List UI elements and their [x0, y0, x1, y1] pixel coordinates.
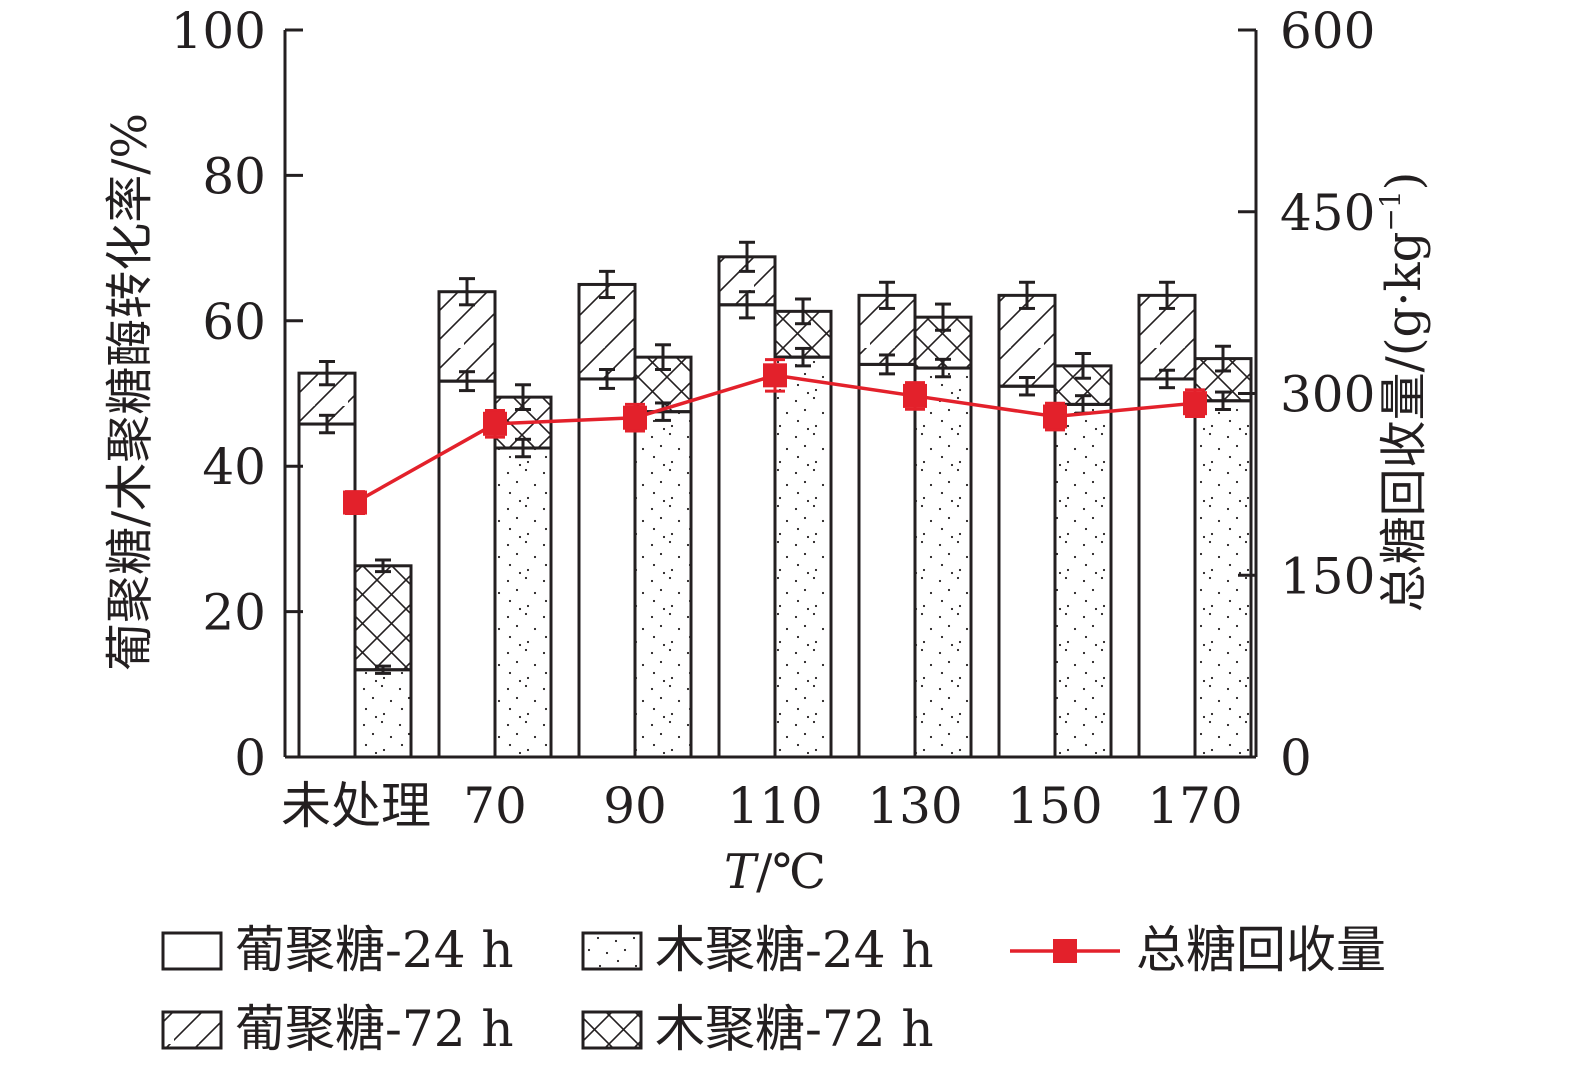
glucan-24h-bar-0	[297, 422, 357, 759]
x-tick-label-1: 70	[463, 777, 527, 835]
y-right-tick-label-600: 600	[1280, 2, 1375, 60]
error-bars-layer	[319, 240, 1231, 675]
total-sugar-point-5	[1043, 404, 1067, 429]
legend-label-0: 葡聚糖-24 h	[235, 921, 514, 979]
y-left-tick-label-0: 0	[234, 729, 266, 787]
legend-label-2: 木聚糖-24 h	[655, 921, 934, 979]
legend-swatch-0	[161, 931, 223, 971]
xylan-24h-bar-3	[773, 355, 833, 759]
glucan-24h-bar-6	[1137, 377, 1197, 759]
y-right-tick-label-450: 450	[1280, 184, 1375, 242]
x-axis-label-unit: /℃	[756, 844, 826, 900]
xylan-24h-bar-1	[493, 446, 553, 759]
xylan-24h-bar-6	[1193, 399, 1253, 759]
y-axis-right-label-close: )	[1376, 172, 1432, 191]
y-left-tick-label-80: 80	[202, 147, 266, 205]
glucan-24h-bar-5	[997, 384, 1057, 759]
x-tick-label-6: 170	[1147, 777, 1242, 835]
total-sugar-point-1	[483, 411, 507, 436]
total-sugar-point-2	[623, 405, 647, 430]
y-left-tick-label-20: 20	[202, 584, 266, 642]
y-left-tick-label-100: 100	[171, 2, 266, 60]
xylan-24h-bar-4	[913, 366, 973, 759]
glucan-24h-bar-4	[857, 362, 917, 759]
bars-layer	[297, 255, 1253, 759]
glucan-72h-bar-5	[997, 293, 1057, 388]
legend-swatch-2	[581, 931, 643, 971]
y-axis-right-label-main: 总糖回收量/(g·kg	[1376, 232, 1432, 613]
y-axis-left-label: 葡聚糖/木聚糖酶转化率/%	[102, 113, 158, 671]
total-sugar-point-4	[903, 383, 927, 408]
y-left-tick-label-40: 40	[202, 438, 266, 496]
legend-swatch-3	[581, 1010, 643, 1050]
x-axis-label: T/℃	[724, 844, 826, 900]
y-right-tick-label-150: 150	[1280, 547, 1375, 605]
x-tick-label-5: 150	[1007, 777, 1102, 835]
glucan-24h-bar-1	[437, 379, 497, 759]
y-axis-right-label: 总糖回收量/(g·kg−1)	[1374, 172, 1432, 613]
y-left-tick-label-60: 60	[202, 293, 266, 351]
total-sugar-point-3	[763, 363, 787, 388]
xylan-24h-bar-2	[633, 410, 693, 759]
y-right-tick-label-0: 0	[1280, 729, 1312, 787]
legend-marker-swatch	[1053, 939, 1077, 963]
xylan-24h-bar-5	[1053, 402, 1113, 759]
y-right-tick-label-300: 300	[1280, 366, 1375, 424]
x-tick-label-2: 90	[603, 777, 667, 835]
x-tick-label-3: 110	[727, 777, 822, 835]
legend-label-3: 木聚糖-72 h	[655, 1000, 934, 1058]
recovery-line-layer	[343, 358, 1207, 515]
axes-layer: 0 20 40 60 80 100 0 150 300 450 600 未处理 70 90 110 130 15…	[171, 2, 1376, 835]
legend-label-1: 葡聚糖-72 h	[235, 1000, 514, 1058]
legend: 葡聚糖-24 h 葡聚糖-72 h 木聚糖-24 h 木聚糖-72 h 总糖回收量	[161, 921, 1386, 1058]
x-axis-label-variable: T	[724, 844, 759, 900]
x-tick-label-4: 130	[867, 777, 962, 835]
total-sugar-point-0	[343, 490, 367, 515]
legend-swatch-1	[161, 1010, 223, 1050]
glucan-24h-bar-2	[577, 377, 637, 759]
y-axis-right-label-sup: −1	[1374, 190, 1407, 231]
xylan-72h-bar-0	[353, 564, 413, 672]
xylan-24h-bar-0	[353, 668, 413, 759]
total-sugar-point-6	[1183, 391, 1207, 416]
x-tick-label-0: 未处理	[281, 777, 431, 835]
legend-label-4: 总糖回收量	[1136, 921, 1386, 979]
